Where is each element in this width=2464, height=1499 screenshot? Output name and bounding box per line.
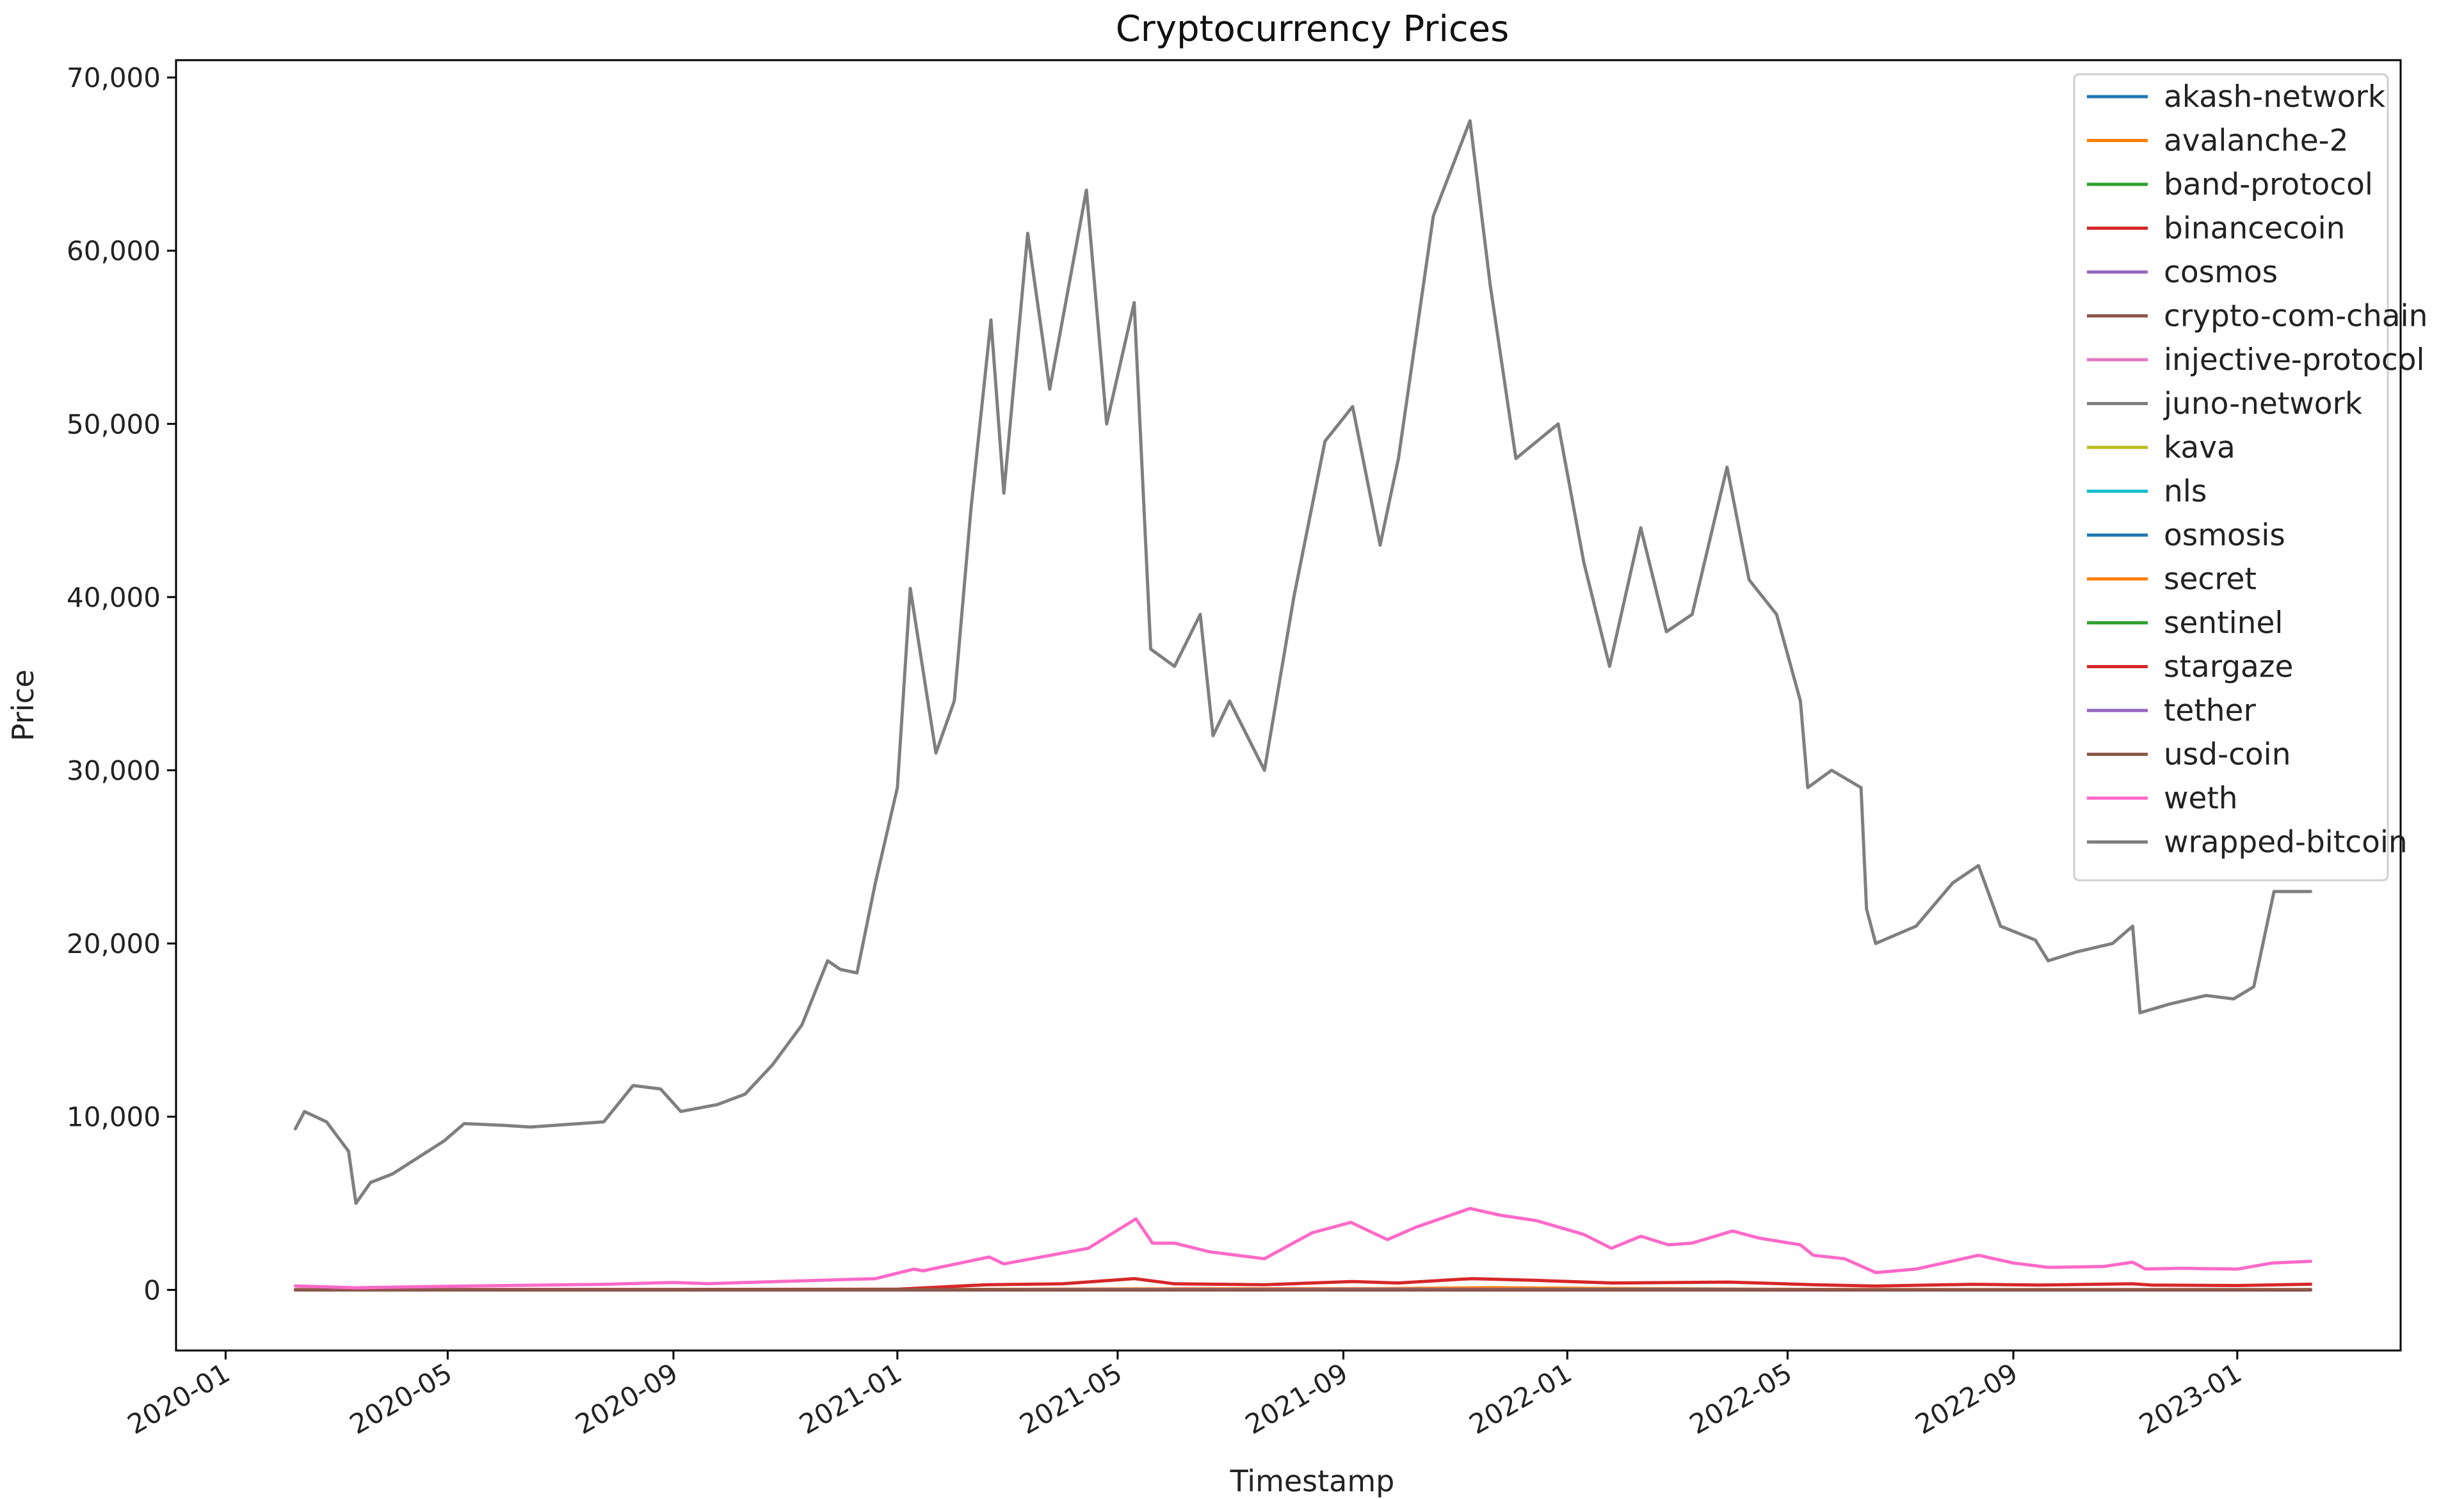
legend-label-crypto-com-chain: crypto-com-chain xyxy=(2164,299,2428,334)
y-axis-title: Price xyxy=(6,669,40,741)
legend-label-nls: nls xyxy=(2164,474,2207,509)
legend: akash-network avalanche-2 band-protocol bin… xyxy=(2073,73,2428,881)
chart-title: Cryptocurrency Prices xyxy=(1116,8,1510,50)
y-tick-label: 40,000 xyxy=(67,582,161,613)
legend-label-injective-protocol: injective-protocol xyxy=(2164,342,2425,378)
y-tick-label: 0 xyxy=(143,1274,161,1306)
y-tick-label: 10,000 xyxy=(67,1102,161,1133)
y-tick-label: 60,000 xyxy=(67,236,161,267)
legend-label-cosmos: cosmos xyxy=(2164,255,2278,290)
y-tick-label: 50,000 xyxy=(67,408,161,440)
series-line-binancecoin xyxy=(293,1277,2312,1292)
legend-label-kava: kava xyxy=(2164,430,2235,465)
y-tick-label: 70,000 xyxy=(67,62,161,93)
legend-label-avalanche-2: avalanche-2 xyxy=(2164,124,2348,159)
series-line-wrapped-bitcoin xyxy=(293,119,2312,1205)
legend-label-juno-network: juno-network xyxy=(2163,387,2363,422)
legend-label-secret: secret xyxy=(2164,562,2257,597)
legend-label-binancecoin: binancecoin xyxy=(2164,211,2345,246)
legend-box xyxy=(2073,73,2389,881)
y-tick-label: 20,000 xyxy=(67,928,161,959)
series-group xyxy=(293,119,2312,1292)
legend-label-osmosis: osmosis xyxy=(2164,518,2285,553)
legend-label-stargaze: stargaze xyxy=(2164,650,2293,685)
series-line-weth xyxy=(293,1206,2312,1290)
x-axis-title: Timestamp xyxy=(1230,1464,1395,1498)
y-tick-label: 30,000 xyxy=(67,755,161,786)
legend-label-weth: weth xyxy=(2164,781,2238,816)
legend-label-sentinel: sentinel xyxy=(2164,605,2283,641)
legend-label-akash-network: akash-network xyxy=(2164,79,2386,115)
plot-frame xyxy=(175,59,2402,1352)
legend-label-wrapped-bitcoin: wrapped-bitcoin xyxy=(2164,825,2408,860)
legend-label-tether: tether xyxy=(2164,693,2256,728)
legend-label-band-protocol: band-protocol xyxy=(2164,167,2373,202)
legend-label-usd-coin: usd-coin xyxy=(2164,737,2291,773)
